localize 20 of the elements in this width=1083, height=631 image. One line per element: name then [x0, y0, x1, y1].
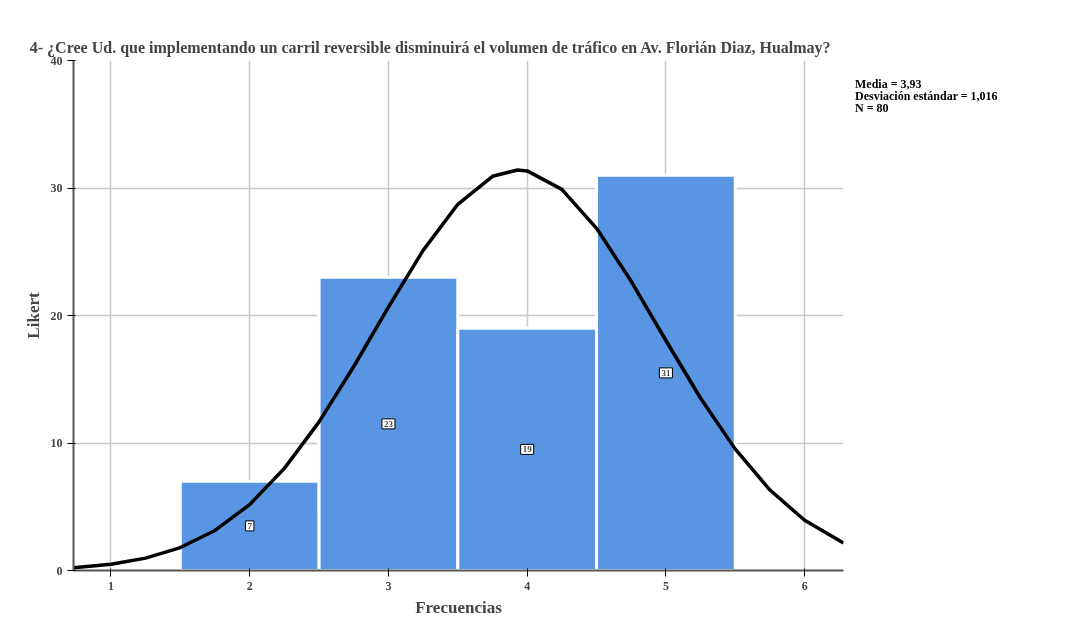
- x-tick-label: 2: [246, 578, 253, 593]
- text: Media = 3,93: [855, 77, 922, 91]
- x-axis-title: Frecuencias: [415, 597, 503, 617]
- y-tick-label: 0: [56, 563, 63, 578]
- data-label: 23: [383, 418, 394, 429]
- y-axis-title: Likert: [23, 292, 43, 339]
- chart-title: 4- ¿Cree Ud. que implementando un carril reversible disminuirá el volumen de tráfico en Av. Florián Diaz, Hualmay?: [29, 38, 831, 57]
- data-label: 7: [247, 520, 253, 531]
- y-tick-label: 30: [50, 181, 63, 195]
- data-label: 19: [522, 444, 533, 455]
- y-tick-label: 10: [50, 436, 63, 450]
- x-tick-label: 4: [524, 578, 531, 593]
- x-tick-label: 5: [662, 578, 669, 593]
- data-label: 31: [661, 367, 671, 378]
- x-tick-label: 3: [385, 578, 392, 593]
- y-tick-label: 20: [50, 308, 63, 323]
- x-tick-label: 6: [801, 578, 808, 593]
- text: Desviación estándar = 1,016: [855, 89, 998, 103]
- x-tick-label: 1: [107, 578, 114, 593]
- text: N = 80: [855, 101, 889, 115]
